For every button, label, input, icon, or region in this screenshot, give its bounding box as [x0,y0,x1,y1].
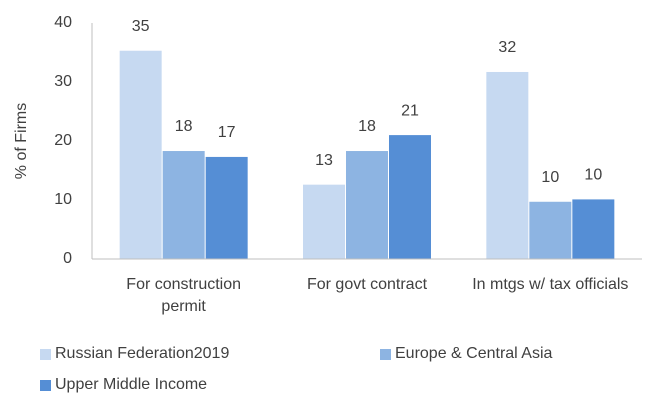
data-label: 13 [315,152,333,169]
data-label: 21 [401,102,419,119]
y-tick-label: 0 [63,250,72,267]
legend-label: Europe & Central Asia [395,345,553,362]
legend-swatch [40,348,51,360]
bar [572,199,615,259]
legend-label: Upper Middle Income [55,376,208,393]
bar [529,201,572,259]
y-tick-label: 20 [54,132,72,149]
y-tick-label: 40 [54,14,72,31]
bar [205,156,248,259]
bar [162,151,205,259]
legend-item: Russian Federation2019 [40,345,229,363]
legend-item: Europe & Central Asia [380,345,552,363]
data-label: 18 [358,118,376,135]
x-tick-label: In mtgs w/ tax officials [472,276,629,293]
data-label: 35 [132,18,150,35]
bar [389,135,431,259]
bar [346,151,388,259]
bar [303,184,345,259]
data-label: 10 [584,167,602,184]
legend-swatch [40,379,51,391]
legend-label: Russian Federation2019 [55,345,230,362]
data-label: 17 [218,124,236,141]
x-tick-label: For construction permit [126,276,242,315]
x-tick-label: For govt contract [306,276,428,293]
data-label: 18 [175,118,193,135]
y-tick-label: 10 [54,191,72,208]
bar [486,71,529,259]
legend-swatch [380,348,391,360]
data-label: 10 [541,169,559,186]
bar [119,50,162,260]
legend-item: Upper Middle Income [40,376,207,394]
y-axis-label: % of Firms [13,103,30,179]
y-tick-label: 30 [54,73,72,90]
data-label: 32 [498,39,516,56]
